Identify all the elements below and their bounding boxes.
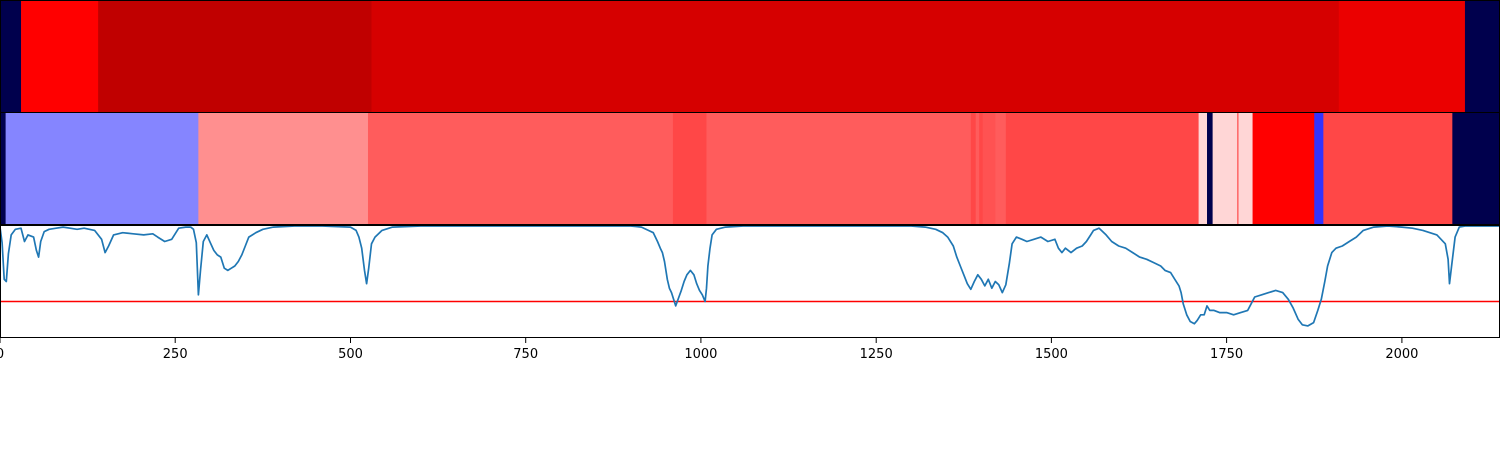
segmentation-track-bottom-segment-7 — [975, 113, 980, 225]
segmentation-track-bottom-segment-18 — [1314, 113, 1324, 225]
segmentation-track-bottom-segment-12 — [1198, 113, 1208, 225]
segmentation-track-bottom-segment-0 — [0, 113, 7, 225]
x-tick-label-250: 250 — [163, 347, 188, 362]
plot-frame — [0, 225, 1500, 338]
segmentation-track-bottom-segment-16 — [1238, 113, 1253, 225]
segmentation-track-bottom-segment-20 — [1452, 113, 1500, 225]
segmentation-track-top-segment-5 — [1464, 0, 1500, 112]
segmentation-track-bottom-segment-17 — [1252, 113, 1315, 225]
segmentation-track-bottom-segment-13 — [1207, 113, 1214, 225]
segmentation-track-bottom-segment-14 — [1212, 113, 1238, 225]
x-tick-label-1750: 1750 — [1210, 347, 1243, 362]
segmentation-track-top-segment-0 — [0, 0, 22, 112]
segmentation-track-bottom-segment-3 — [367, 113, 674, 225]
x-tick-label-0: 0 — [0, 347, 4, 362]
segmentation-track-bottom-segment-9 — [982, 113, 996, 225]
segmentation-track-top-segment-4 — [1338, 0, 1466, 112]
segmentation-track-bottom-segment-6 — [970, 113, 977, 225]
segmentation-track-bottom-segment-5 — [706, 113, 972, 225]
segmentation-track-bottom — [0, 113, 1500, 225]
x-axis: 0 250 500 750 1000 1250 1500 1750 2000 — [0, 338, 1418, 362]
segmentation-track-bottom-segment-4 — [672, 113, 707, 225]
segmentation-track-top — [0, 0, 1500, 112]
x-tick-label-1000: 1000 — [684, 347, 717, 362]
segmentation-track-bottom-segment-11 — [1005, 113, 1199, 225]
signal-plot — [0, 225, 1500, 327]
segmentation-track-bottom-segment-1 — [5, 113, 199, 225]
segmentation-track-top-segment-1 — [21, 0, 99, 112]
segmentation-track-top-segment-2 — [98, 0, 372, 112]
segmentation-track-bottom-segment-15 — [1237, 113, 1239, 225]
segmentation-track-bottom-segment-8 — [979, 113, 984, 225]
x-tick-label-750: 750 — [513, 347, 538, 362]
segmentation-track-top-segment-3 — [371, 0, 1340, 112]
segmentation-track-bottom-segment-2 — [198, 113, 369, 225]
x-tick-label-500: 500 — [338, 347, 363, 362]
segmentation-track-bottom-segment-19 — [1323, 113, 1453, 225]
x-tick-label-1250: 1250 — [860, 347, 893, 362]
segmentation-track-bottom-segment-10 — [995, 113, 1007, 225]
x-tick-label-1500: 1500 — [1035, 347, 1068, 362]
x-tick-label-2000: 2000 — [1385, 347, 1418, 362]
signal-line — [0, 225, 1500, 327]
